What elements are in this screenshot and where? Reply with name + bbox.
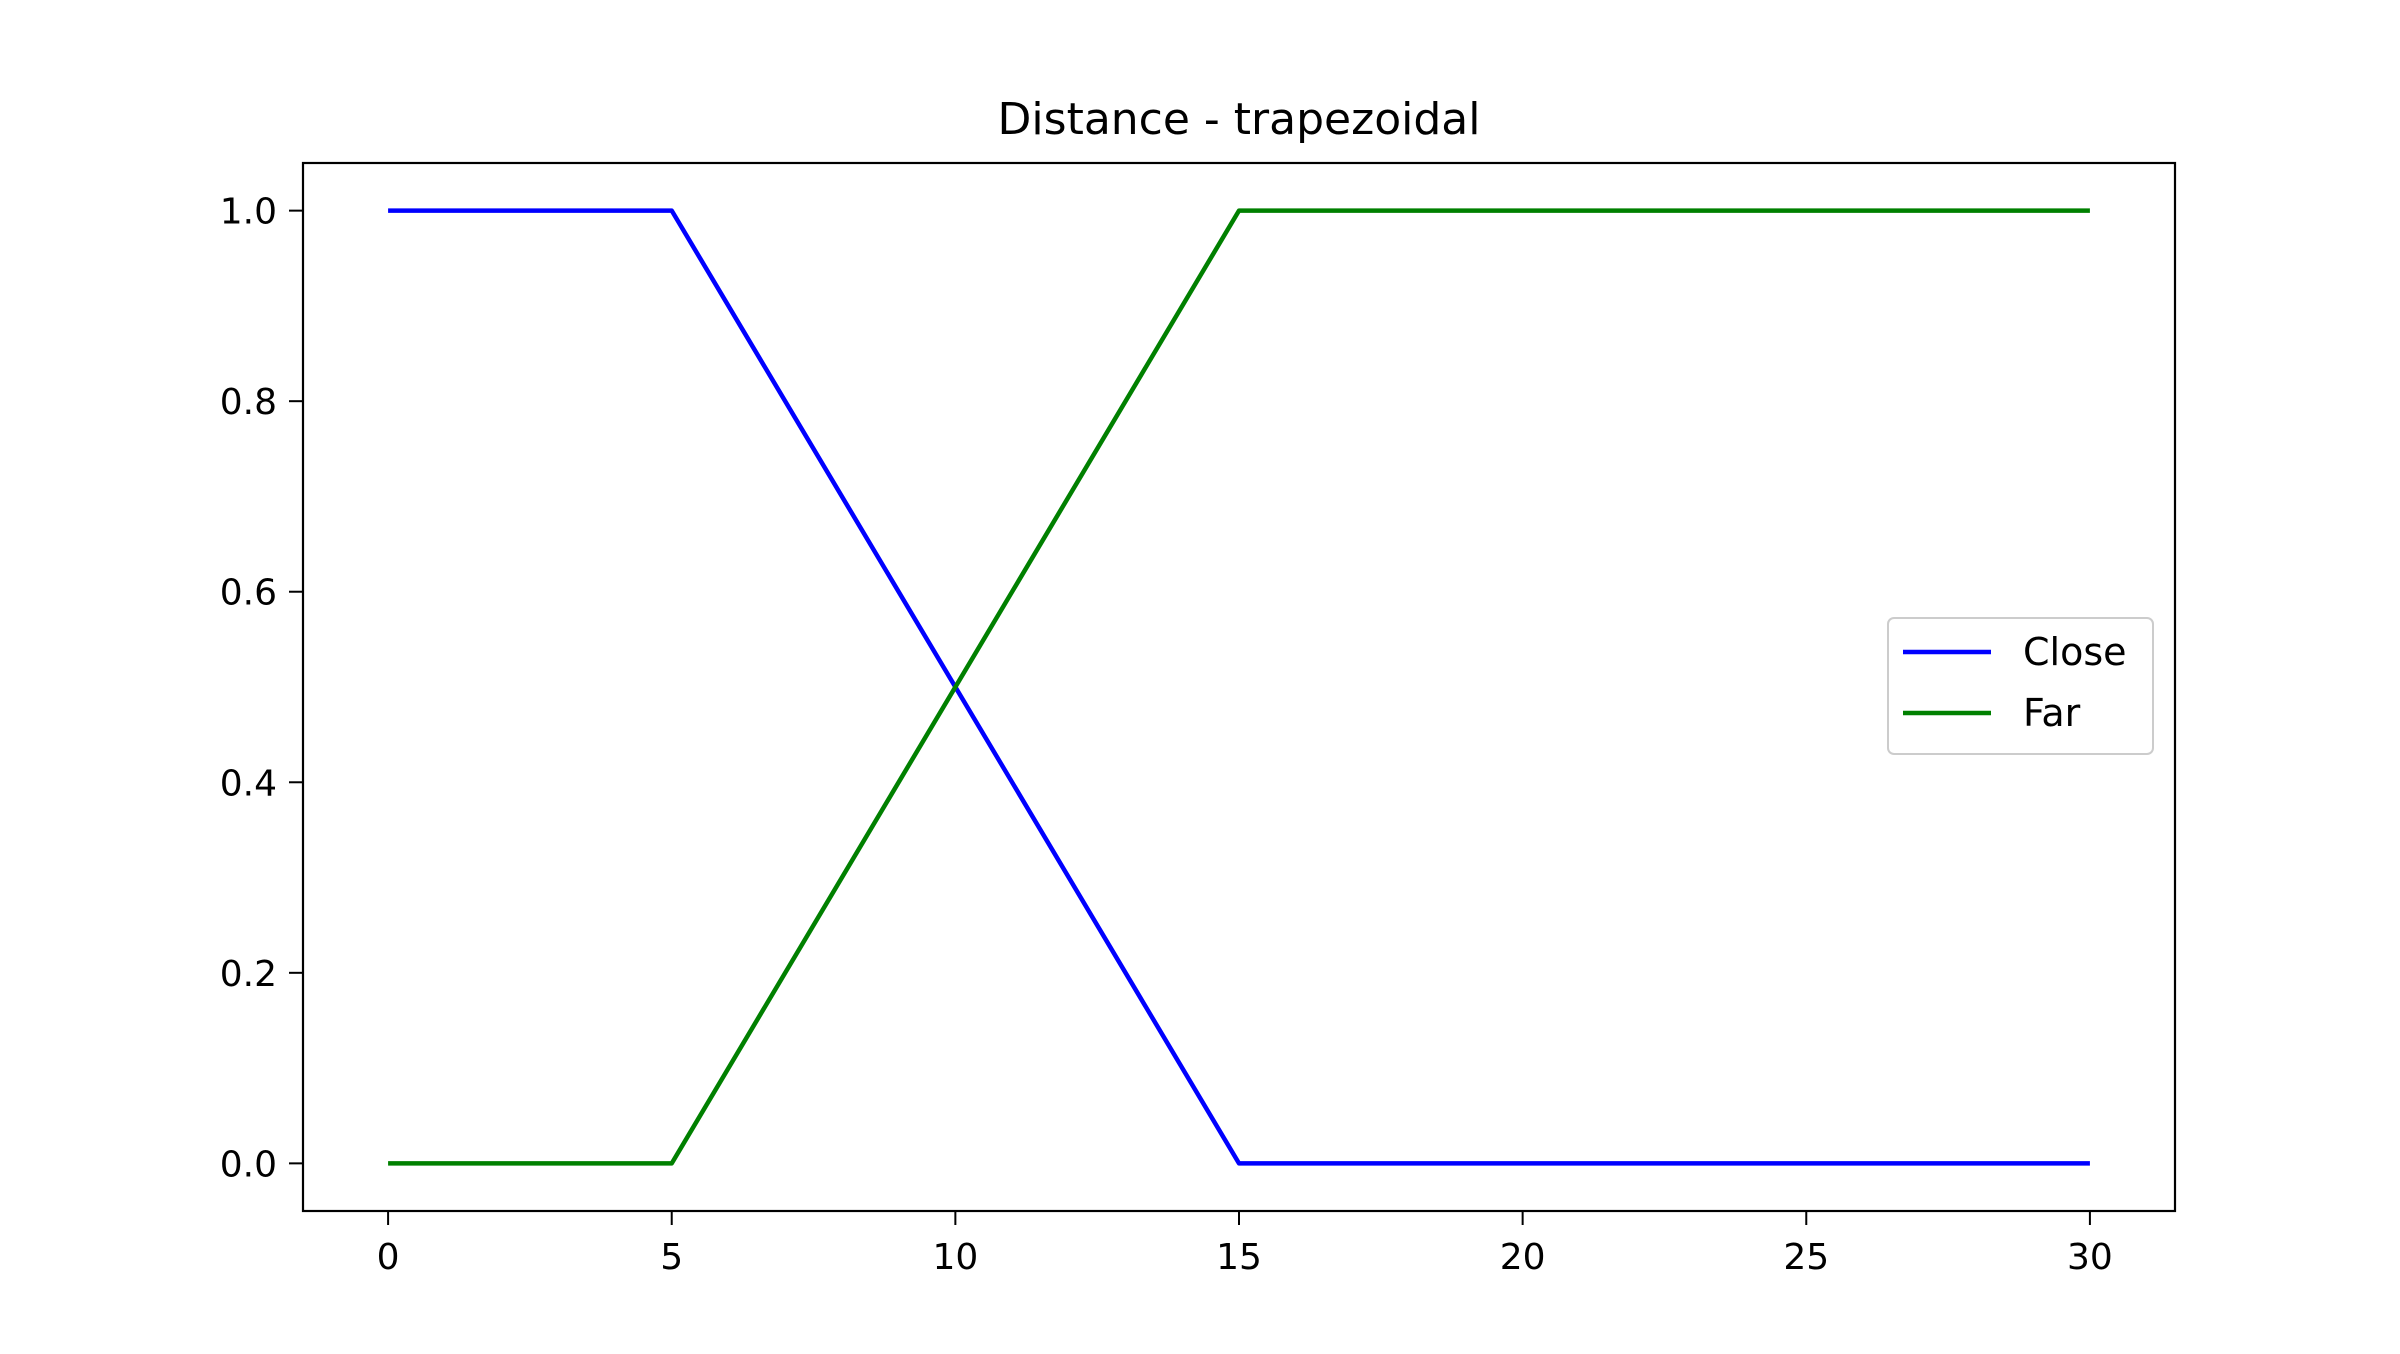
- x-tick-label: 10: [932, 1237, 978, 1278]
- x-tick-label: 30: [2067, 1237, 2113, 1278]
- legend-label-far: Far: [2023, 691, 2081, 735]
- x-tick-label: 15: [1216, 1237, 1262, 1278]
- plot-area-frame: [301, 161, 2177, 1213]
- series-line-far: [388, 208, 2090, 1166]
- y-tick-label: 0.0: [220, 1144, 277, 1185]
- legend: Close Far: [1887, 617, 2154, 755]
- x-tick-label: 5: [660, 1237, 683, 1278]
- y-tick-label: 0.4: [220, 763, 277, 804]
- y-axis: 0.0 0.2 0.4 0.6 0.8 1.0: [220, 192, 303, 1185]
- plot-series: [388, 208, 2090, 1166]
- y-tick-label: 1.0: [220, 192, 277, 233]
- x-tick-label: 0: [377, 1237, 400, 1278]
- x-tick-label: 25: [1783, 1237, 1829, 1278]
- x-axis: 0 5 10 15 20 25 30: [377, 1211, 2113, 1278]
- x-tick-label: 20: [1500, 1237, 1546, 1278]
- legend-label-close: Close: [2023, 630, 2127, 674]
- y-tick-label: 0.2: [220, 954, 277, 995]
- chart-title: Distance - trapezoidal: [998, 94, 1481, 145]
- y-tick-label: 0.8: [220, 382, 277, 423]
- y-tick-label: 0.6: [220, 573, 277, 614]
